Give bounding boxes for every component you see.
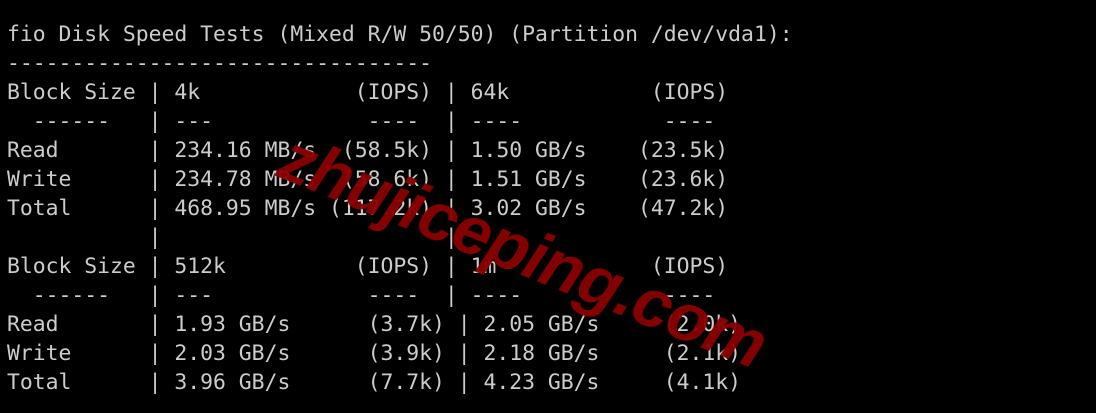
terminal-line: Read | 1.93 GB/s (3.7k) | 2.05 GB/s (2.0… <box>7 312 742 337</box>
terminal-output: fio Disk Speed Tests (Mixed R/W 50/50) (… <box>7 20 793 397</box>
terminal-line: Total | 468.95 MB/s (117.2k) | 3.02 GB/s… <box>7 196 729 221</box>
terminal-line: Block Size | 4k (IOPS) | 64k (IOPS) <box>7 80 729 105</box>
terminal-line: Read | 234.16 MB/s (58.5k) | 1.50 GB/s (… <box>7 138 729 163</box>
terminal-line: Total | 3.96 GB/s (7.7k) | 4.23 GB/s (4.… <box>7 370 742 395</box>
terminal-line: Write | 2.03 GB/s (3.9k) | 2.18 GB/s (2.… <box>7 341 742 366</box>
terminal-line: Block Size | 512k (IOPS) | 1m (IOPS) <box>7 254 729 279</box>
terminal-line: ------ | --- ---- | ---- ---- <box>7 283 729 308</box>
terminal-line: --------------------------------- <box>7 51 432 76</box>
terminal-line: | | <box>7 225 458 250</box>
terminal-line: fio Disk Speed Tests (Mixed R/W 50/50) (… <box>7 22 793 47</box>
terminal-line: ------ | --- ---- | ---- ---- <box>7 109 729 134</box>
terminal-line: Write | 234.78 MB/s (58.6k) | 1.51 GB/s … <box>7 167 729 192</box>
